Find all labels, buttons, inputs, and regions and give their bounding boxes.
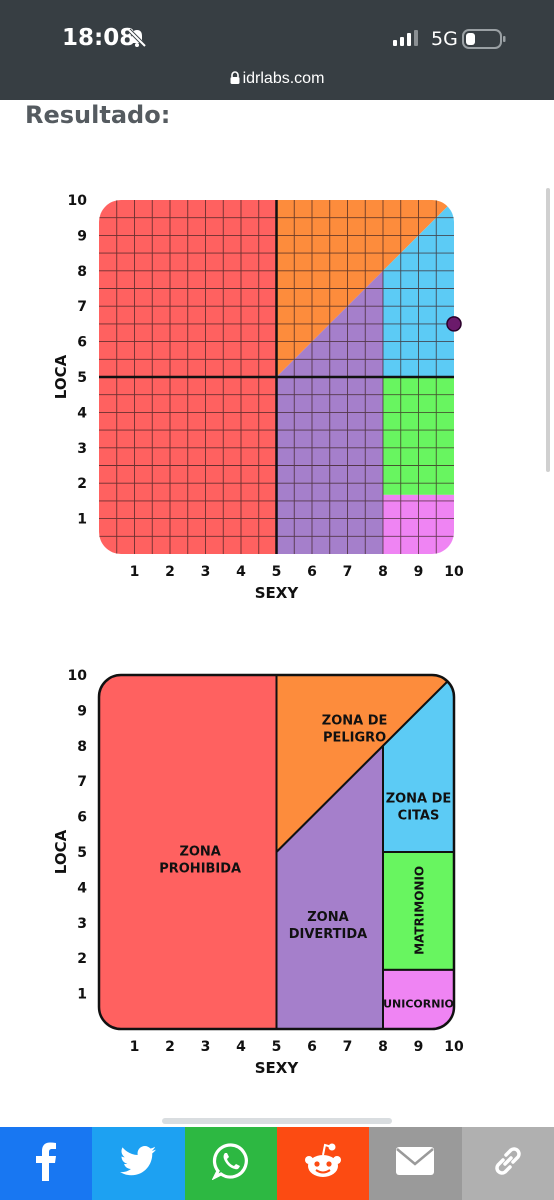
- x-tick-label: 9: [414, 1039, 424, 1055]
- twitter-share-button[interactable]: [92, 1127, 185, 1200]
- zone-label: ZONA DE: [386, 791, 452, 806]
- y-tick-label: 2: [77, 951, 87, 967]
- x-tick-label: 6: [307, 564, 317, 580]
- whatsapp-share-button[interactable]: [184, 1127, 277, 1200]
- facebook-share-button[interactable]: [0, 1127, 93, 1200]
- zones: [99, 675, 454, 1029]
- y-tick-label: 5: [77, 845, 87, 861]
- x-tick-label: 8: [378, 564, 388, 580]
- zone-label: PROHIBIDA: [159, 862, 241, 877]
- zone-label: PELIGRO: [323, 731, 386, 746]
- y-tick-label: 8: [77, 264, 87, 280]
- x-tick-label: 6: [307, 1039, 317, 1055]
- bell-muted-icon: [126, 27, 148, 54]
- y-tick-label: 8: [77, 739, 87, 755]
- x-tick-label: 10: [444, 564, 464, 580]
- y-tick-label: 3: [77, 441, 87, 457]
- y-axis-label: LOCA: [52, 354, 70, 399]
- y-tick-label: 4: [77, 880, 87, 896]
- y-axis-label: LOCA: [52, 829, 70, 874]
- y-tick-label: 6: [77, 335, 87, 351]
- zone-fills: [99, 200, 454, 554]
- x-tick-label: 1: [130, 564, 140, 580]
- x-tick-label: 7: [343, 564, 353, 580]
- status-bar: 18:08 5G idrlabs.com: [0, 0, 554, 100]
- y-tick-label: 9: [77, 703, 87, 719]
- diagram-border: [97, 673, 456, 1031]
- zone-label: ZONA DE: [322, 714, 388, 729]
- zone-label: ZONA: [307, 910, 348, 925]
- address-bar[interactable]: idrlabs.com: [0, 70, 554, 89]
- result-grid-chart: 1 2 3 4 5 6 7 8 9 10 1 2 3 4 5 6 7 8 9 10 SEXY LOCA: [52, 193, 464, 602]
- battery-icon: [462, 28, 506, 55]
- zone-label: MATRIMONIO: [413, 866, 427, 955]
- y-tick-label: 7: [77, 299, 87, 315]
- zone-label: UNICORNIO: [383, 997, 454, 1010]
- x-axis-label: SEXY: [255, 1059, 300, 1077]
- x-tick-label: 7: [343, 1039, 353, 1055]
- copy-link-button[interactable]: [461, 1127, 554, 1200]
- url-text: idrlabs.com: [242, 70, 325, 87]
- facebook-icon: [34, 1141, 58, 1186]
- x-tick-label: 10: [444, 1039, 464, 1055]
- x-tick-label: 4: [236, 1039, 246, 1055]
- mail-icon: [395, 1146, 435, 1181]
- y-tick-label: 1: [77, 987, 87, 1003]
- zone-area: [99, 675, 278, 1029]
- y-tick-label: 6: [77, 810, 87, 826]
- result-point: [446, 316, 462, 332]
- scrollbar[interactable]: [546, 188, 550, 472]
- x-tick-label: 2: [165, 564, 175, 580]
- x-tick-label: 3: [201, 1039, 211, 1055]
- lock-icon: [230, 71, 240, 89]
- twitter-icon: [120, 1146, 157, 1181]
- y-tick-label: 4: [77, 405, 87, 421]
- whatsapp-icon: [211, 1142, 250, 1185]
- zone-area: [382, 968, 454, 1029]
- link-icon: [490, 1143, 526, 1184]
- grid-lines: [99, 200, 454, 554]
- home-indicator: [162, 1118, 392, 1124]
- y-tick-label: 3: [77, 916, 87, 932]
- result-heading: Resultado:: [25, 101, 171, 129]
- x-tick-label: 5: [272, 1039, 282, 1055]
- y-tick-label: 1: [77, 512, 87, 528]
- x-axis-label: SEXY: [255, 584, 300, 602]
- zone-label: ZONA: [179, 845, 220, 860]
- zone-label: CITAS: [398, 808, 440, 823]
- y-tick-label: 7: [77, 774, 87, 790]
- y-tick-label: 5: [77, 370, 87, 386]
- zones-diagram: ZONA PROHIBIDA ZONA DE PELIGRO ZONA DIVERTIDA…: [52, 668, 464, 1077]
- x-tick-label: 1: [130, 1039, 140, 1055]
- email-share-button[interactable]: [369, 1127, 462, 1200]
- x-tick-label: 3: [201, 564, 211, 580]
- y-tick-label: 10: [68, 193, 88, 209]
- reddit-icon: [302, 1141, 344, 1186]
- y-tick-label: 2: [77, 476, 87, 492]
- y-tick-label: 9: [77, 228, 87, 244]
- x-tick-label: 9: [414, 564, 424, 580]
- network-label: 5G: [431, 28, 458, 50]
- reddit-share-button[interactable]: [276, 1127, 370, 1200]
- x-tick-label: 8: [378, 1039, 388, 1055]
- y-tick-label: 10: [68, 668, 88, 684]
- x-tick-label: 4: [236, 564, 246, 580]
- signal-icon: [393, 30, 419, 51]
- share-bar: [0, 1127, 554, 1200]
- x-tick-label: 5: [272, 564, 282, 580]
- zone-label: DIVERTIDA: [289, 927, 368, 942]
- x-tick-label: 2: [165, 1039, 175, 1055]
- clock: 18:08: [62, 25, 136, 51]
